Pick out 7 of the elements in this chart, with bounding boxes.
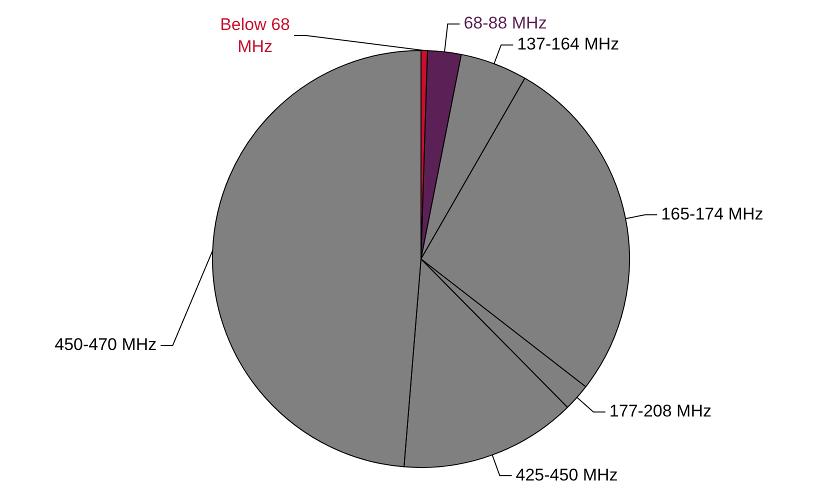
- slice-label: 137-164 MHz: [517, 34, 620, 54]
- slice-label: 68-88 MHz: [464, 14, 547, 33]
- slice-label: 177-208 MHz: [609, 402, 712, 421]
- slice-label: 450-470 MHz: [54, 335, 157, 354]
- slice-label: Below 68 MHz: [220, 15, 290, 56]
- slice-label: 165-174 MHz: [661, 204, 764, 224]
- slice-label: 425-450 MHz: [516, 465, 618, 484]
